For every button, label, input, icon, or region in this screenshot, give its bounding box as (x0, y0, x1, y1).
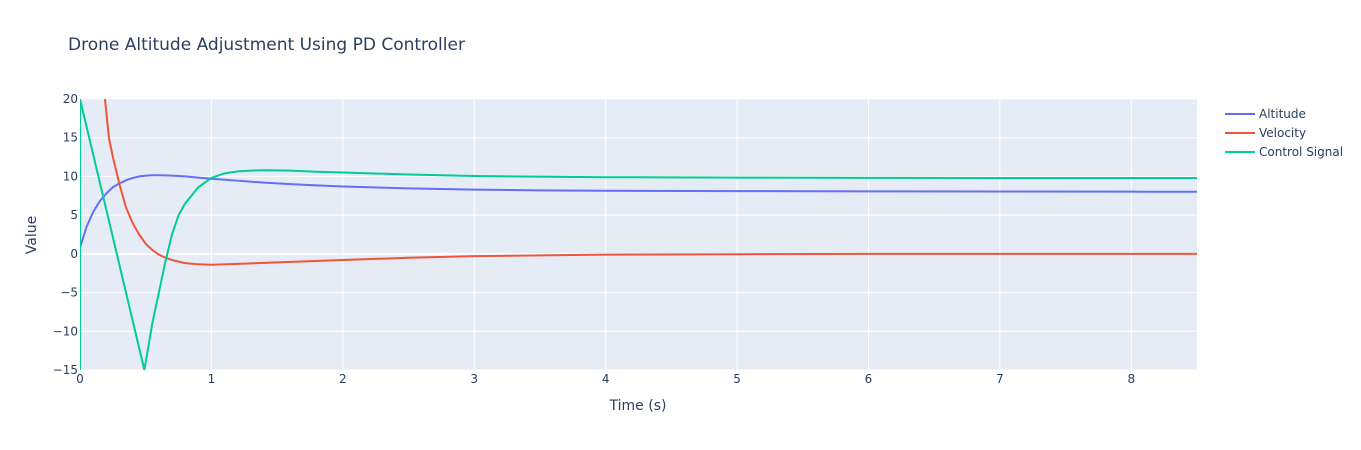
series-line-control-signal (80, 99, 1197, 370)
legend-label: Velocity (1259, 126, 1306, 140)
y-tick-label: −15 (53, 363, 78, 377)
x-tick-label: 8 (1127, 372, 1135, 386)
series-line-velocity (103, 99, 1197, 266)
x-tick-label: 3 (470, 372, 478, 386)
legend-item-velocity[interactable]: Velocity (1225, 126, 1306, 140)
x-axis-ticks: 0 1 2 3 4 5 6 7 8 (76, 372, 1135, 386)
y-tick-label: −10 (53, 324, 78, 338)
y-axis-title: Value (24, 216, 40, 254)
x-tick-label: 0 (76, 372, 84, 386)
legend[interactable]: Altitude Velocity Control Signal (1225, 107, 1343, 159)
x-tick-label: 2 (339, 372, 347, 386)
legend-label: Control Signal (1259, 145, 1343, 159)
plot-area (80, 99, 1197, 370)
y-tick-label: 20 (63, 92, 78, 106)
x-tick-label: 5 (733, 372, 741, 386)
series-line-altitude (80, 174, 1197, 249)
x-tick-label: 1 (208, 372, 216, 386)
legend-item-altitude[interactable]: Altitude (1225, 107, 1306, 121)
legend-label: Altitude (1259, 107, 1306, 121)
x-tick-label: 4 (602, 372, 610, 386)
y-tick-label: −5 (60, 286, 78, 300)
y-tick-label: 5 (70, 208, 78, 222)
y-tick-label: 10 (63, 169, 78, 183)
chart-title: Drone Altitude Adjustment Using PD Contr… (68, 35, 465, 55)
x-axis-title: Time (s) (609, 398, 667, 414)
series-layer (80, 99, 1197, 370)
y-tick-label: 15 (63, 131, 78, 145)
x-tick-label: 6 (865, 372, 873, 386)
legend-item-control-signal[interactable]: Control Signal (1225, 145, 1343, 159)
x-tick-label: 7 (996, 372, 1004, 386)
y-tick-label: 0 (70, 247, 78, 261)
y-axis-ticks: −15 −10 −5 0 5 10 15 20 (53, 92, 78, 377)
